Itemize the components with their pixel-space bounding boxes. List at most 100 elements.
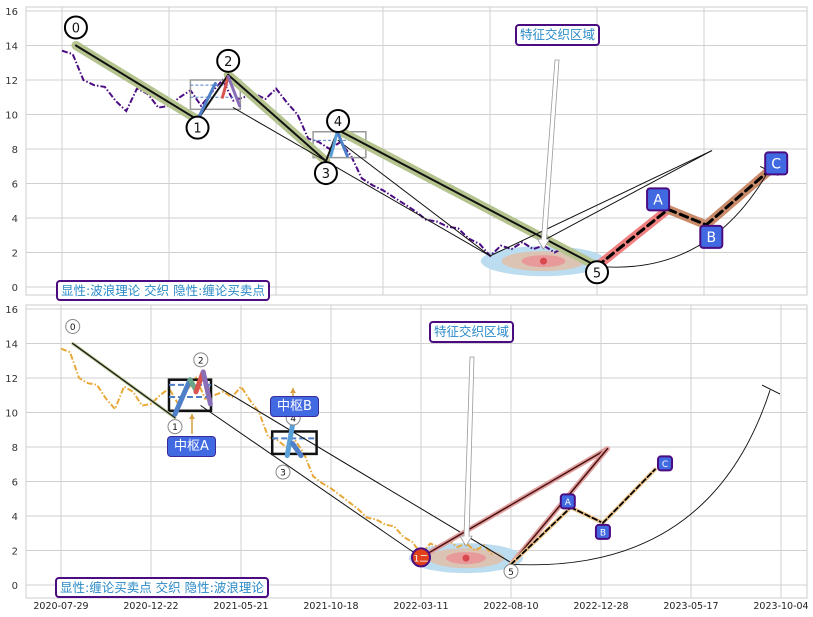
x-tick-label: 2022-08-10 — [483, 601, 538, 612]
buy-point-marker — [411, 547, 431, 568]
arc-end-bracket — [761, 384, 781, 395]
wave-line — [74, 44, 199, 121]
sub-stroke — [284, 422, 296, 459]
bold-line — [510, 447, 609, 566]
wave-marker — [216, 48, 241, 73]
wave-label: 1 — [193, 122, 201, 137]
abc-dashed-line — [666, 207, 708, 227]
x-tick-label: 2021-10-18 — [303, 601, 358, 612]
abc-marker — [699, 224, 724, 249]
wave-line — [72, 342, 176, 419]
abc-marker — [657, 455, 673, 472]
x-tick-label: 2020-07-29 — [33, 601, 88, 612]
abc-label: A — [653, 192, 663, 208]
sub-stroke — [196, 81, 217, 122]
wave-marker — [65, 319, 81, 334]
abc-label: B — [706, 230, 716, 246]
wave-label: 0 — [72, 22, 80, 37]
x-tick-label: 2023-05-17 — [663, 601, 718, 612]
y-tick-label: 10 — [5, 409, 18, 420]
wave-label: 1 — [172, 423, 178, 433]
y-tick-label: 16 — [5, 305, 18, 316]
auxiliary-line — [543, 150, 713, 241]
y-tick-label: 8 — [12, 145, 18, 156]
abc-label: B — [600, 528, 606, 538]
annotation-bottom: 特征交织区域 — [429, 321, 515, 343]
wave-marker — [585, 260, 609, 285]
y-tick-label: 6 — [12, 180, 18, 191]
y-tick-label: 2 — [12, 249, 18, 260]
sub-stroke — [226, 75, 242, 108]
abc-dashed-line — [704, 169, 770, 227]
wave-marker — [167, 419, 183, 435]
projection-arc — [596, 171, 769, 268]
sub-stroke — [172, 377, 193, 417]
abc-dashed-line — [602, 468, 656, 524]
wave-label: 5 — [593, 266, 601, 281]
wave-marker — [326, 109, 351, 134]
wave-label: 3 — [280, 469, 286, 479]
abc-dashed-line — [569, 506, 604, 524]
abc-label: C — [662, 460, 668, 470]
annotation-arrow — [536, 59, 560, 250]
intersection-zone-center — [462, 554, 470, 562]
x-tick-label: 2022-03-11 — [393, 601, 448, 612]
x-tick-label: 2021-05-21 — [213, 601, 268, 612]
wave-label: 4 — [334, 115, 342, 130]
sub-stroke — [335, 130, 349, 158]
wave-marker — [63, 15, 88, 40]
wave-marker — [185, 115, 210, 140]
caption-bottom: 显性:缠论买卖点 交织 隐性:波浪理论 — [55, 577, 269, 598]
wave-marker — [193, 352, 209, 368]
y-tick-label: 10 — [5, 111, 18, 122]
plot-frame — [25, 6, 808, 296]
sub-stroke — [200, 369, 213, 407]
hub-arrow-head — [290, 388, 296, 393]
wave-label: 2 — [224, 55, 232, 70]
auxiliary-line — [232, 107, 491, 257]
wave-marker — [503, 563, 519, 579]
wave-line — [337, 129, 598, 268]
y-tick-label: 6 — [12, 478, 18, 489]
x-tick-label: 2023-10-04 — [753, 601, 808, 612]
y-tick-label: 16 — [5, 7, 18, 18]
y-tick-label: 14 — [5, 42, 18, 53]
y-tick-label: 0 — [12, 283, 18, 294]
abc-marker — [559, 493, 576, 510]
y-tick-label: 8 — [12, 443, 18, 454]
y-tick-label: 0 — [12, 581, 18, 592]
y-tick-label: 2 — [12, 547, 18, 558]
intersection-zone-center — [540, 257, 547, 265]
x-tick-label: 2022-12-28 — [573, 601, 628, 612]
abc-dashed-line — [595, 207, 670, 268]
auxiliary-line — [489, 150, 713, 257]
hub-box — [270, 430, 318, 456]
y-tick-label: 12 — [5, 76, 18, 87]
caption-top: 显性:波浪理论 交织 隐性:缠论买卖点 — [56, 280, 270, 301]
bold-line — [420, 447, 609, 559]
hub-arrow-head — [189, 414, 195, 419]
annotation-top: 特征交织区域 — [515, 24, 601, 46]
abc-label: C — [771, 156, 781, 172]
buy-point-label: 1二 — [414, 554, 429, 564]
wave-marker — [313, 161, 338, 186]
abc-label: A — [565, 498, 572, 508]
wave-label: 2 — [198, 356, 204, 366]
wave-label: 0 — [70, 323, 76, 333]
hub-label-b: 中枢B — [270, 396, 319, 417]
wave-line — [227, 73, 327, 163]
auxiliary-line — [337, 139, 491, 257]
hub-box — [189, 79, 242, 111]
x-tick-label: 2020-12-22 — [123, 601, 178, 612]
auxiliary-line — [200, 405, 422, 558]
abc-dashed-line — [510, 506, 572, 566]
wave-label: 5 — [508, 568, 514, 578]
abc-marker — [646, 187, 671, 212]
y-tick-label: 4 — [12, 512, 18, 523]
sub-stroke — [329, 130, 339, 158]
y-tick-label: 12 — [5, 374, 18, 385]
y-tick-label: 14 — [5, 340, 18, 351]
